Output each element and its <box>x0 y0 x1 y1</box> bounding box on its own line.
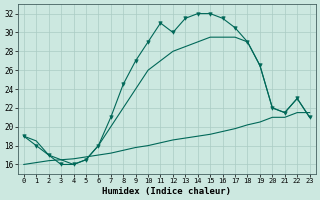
X-axis label: Humidex (Indice chaleur): Humidex (Indice chaleur) <box>102 187 231 196</box>
